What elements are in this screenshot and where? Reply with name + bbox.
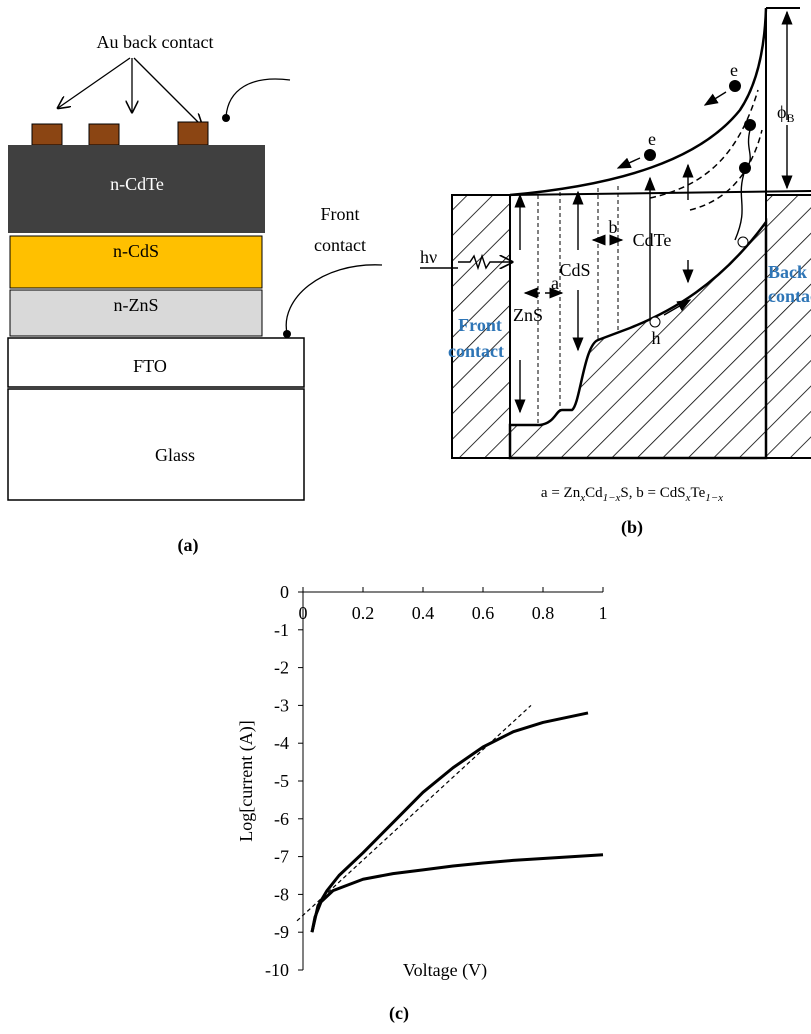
y-tick-label: -4 bbox=[274, 733, 289, 753]
front-label: contact bbox=[314, 235, 366, 255]
au-contact bbox=[178, 122, 208, 145]
front-label: Front bbox=[458, 315, 502, 335]
formula-part: S, b = CdS bbox=[620, 485, 685, 501]
hole bbox=[650, 317, 660, 327]
formula-part: a = Zn bbox=[541, 485, 581, 501]
caption: (c) bbox=[389, 1003, 409, 1024]
au-contact bbox=[89, 124, 119, 145]
formula: a = ZnxCd1−xS, b = CdSxTe1−x bbox=[541, 485, 723, 504]
panel-b: e e ϕB hν CdS CdTe ZnS a b h Front conta… bbox=[420, 8, 811, 538]
b-label: b bbox=[609, 217, 618, 237]
conduction-band bbox=[510, 8, 766, 195]
iv-curve bbox=[312, 713, 588, 932]
y-tick-label: -8 bbox=[274, 884, 289, 904]
caption: (b) bbox=[621, 517, 643, 538]
back-label: Back bbox=[768, 262, 807, 282]
y-tick-label: -3 bbox=[274, 695, 289, 715]
layer-label: n-CdTe bbox=[110, 174, 164, 194]
x-tick-label: 1 bbox=[599, 603, 608, 623]
front-lead bbox=[286, 265, 382, 333]
a-label: a bbox=[551, 273, 559, 293]
cdte-label: CdTe bbox=[633, 230, 672, 250]
fit-line bbox=[297, 705, 531, 920]
x-tick-label: 0 bbox=[299, 603, 308, 623]
au-label: Au back contact bbox=[97, 32, 214, 52]
hole bbox=[738, 237, 748, 247]
x-axis-label: Voltage (V) bbox=[403, 960, 487, 981]
layer-label: n-CdS bbox=[113, 241, 159, 261]
y-tick-label: -2 bbox=[274, 658, 289, 678]
contact-dot bbox=[222, 114, 230, 122]
zns-label: ZnS bbox=[513, 305, 543, 325]
formula-part: Te bbox=[690, 485, 705, 501]
light-label: hν bbox=[420, 247, 437, 267]
y-tick-label: -7 bbox=[274, 847, 289, 867]
x-tick-label: 0.2 bbox=[352, 603, 375, 623]
panel-a: Au back contact n-CdTe n-CdS n-ZnS FTO G… bbox=[8, 32, 382, 556]
dashed-band bbox=[690, 130, 762, 210]
electron-label: e bbox=[648, 129, 656, 149]
y-tick-label: -9 bbox=[274, 922, 289, 942]
back-hatch bbox=[766, 195, 811, 458]
back-label: contact bbox=[768, 286, 811, 306]
contact-dot bbox=[283, 330, 291, 338]
barrier-label: ϕB bbox=[777, 102, 795, 125]
cds-label: CdS bbox=[559, 260, 590, 280]
y-tick-label: -1 bbox=[274, 620, 289, 640]
layer-label: FTO bbox=[133, 356, 167, 376]
figure: Au back contact n-CdTe n-CdS n-ZnS FTO G… bbox=[0, 0, 811, 1034]
x-tick-label: 0.6 bbox=[472, 603, 495, 623]
y-tick-label: -6 bbox=[274, 809, 289, 829]
phi: ϕ bbox=[777, 102, 786, 122]
valence-band bbox=[510, 222, 766, 458]
front-label: Front bbox=[320, 204, 359, 224]
au-contact bbox=[32, 124, 62, 145]
layer-label: Glass bbox=[155, 445, 195, 465]
panel-c: Voltage (V) Log[current (A)] (c) 0 -1 -2 -3… bbox=[236, 582, 608, 1024]
front-label: contact bbox=[448, 341, 504, 361]
formula-part: Cd bbox=[585, 485, 603, 501]
formula-sub: 1−x bbox=[603, 492, 621, 504]
y-tick-label: 0 bbox=[280, 582, 289, 602]
carriers bbox=[644, 80, 756, 174]
layer-label: n-ZnS bbox=[114, 295, 159, 315]
hole-label: h bbox=[652, 328, 661, 348]
caption: (a) bbox=[178, 535, 199, 556]
phi-sub: B bbox=[786, 111, 794, 125]
x-tick-label: 0.4 bbox=[412, 603, 435, 623]
y-axis-label: Log[current (A)] bbox=[236, 720, 257, 841]
y-tick-label: -5 bbox=[274, 771, 289, 791]
au-arrows bbox=[58, 58, 290, 126]
formula-sub: 1−x bbox=[705, 492, 723, 504]
y-tick-label: -10 bbox=[265, 960, 289, 980]
electron-label: e bbox=[730, 60, 738, 80]
x-tick-label: 0.8 bbox=[532, 603, 555, 623]
